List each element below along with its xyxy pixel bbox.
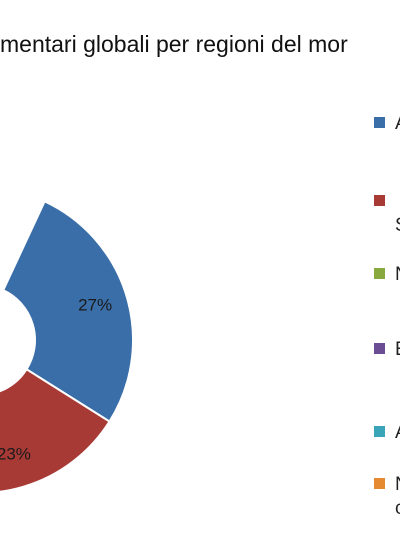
chart-title: mentari globali per regioni del mor [0, 31, 348, 57]
legend-label: A [395, 112, 400, 136]
legend-label: S [395, 190, 400, 238]
legend-swatch [374, 117, 385, 128]
legend-swatch [374, 268, 385, 279]
legend-label: A [395, 421, 400, 445]
legend-swatch [374, 478, 385, 489]
legend-label: N [395, 263, 400, 287]
legend-swatch [374, 195, 385, 206]
slice-data-label-1: 23% [0, 445, 31, 464]
legend-label: E [395, 338, 400, 362]
legend-swatch [374, 343, 385, 354]
legend-swatch [374, 426, 385, 437]
donut-slice-0 [1, 200, 134, 423]
donut-slice-1 [0, 367, 111, 493]
legend-label: Nc [395, 474, 400, 519]
slice-data-label-0: 27% [78, 296, 112, 315]
